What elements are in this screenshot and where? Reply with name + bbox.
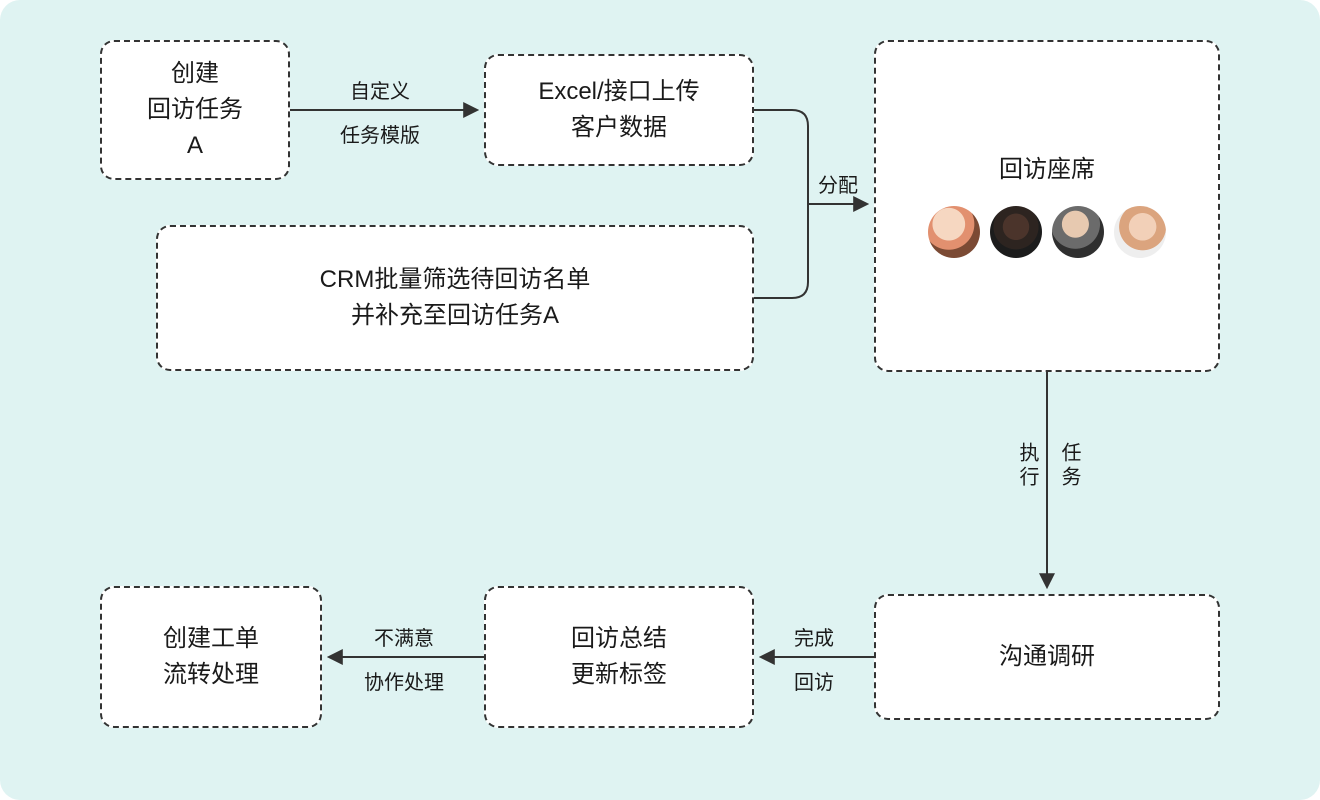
node-text: Excel/接口上传 [538, 74, 699, 110]
edge-label: 完成 [794, 625, 834, 653]
edge-label: 回访 [794, 669, 834, 697]
node-agents: 回访座席 [874, 40, 1220, 372]
edge-label: 自定义 [350, 78, 410, 106]
edge-label: 任务模版 [340, 122, 420, 150]
edge-label-right: 任务 [1055, 442, 1083, 490]
node-text: 创建 [171, 56, 219, 92]
node-survey: 沟通调研 [874, 594, 1220, 720]
edge-upload-merge [754, 110, 808, 204]
node-ticket: 创建工单 流转处理 [100, 586, 322, 728]
avatar-icon [928, 206, 980, 258]
avatar-icon [1052, 206, 1104, 258]
node-create-task: 创建 回访任务 A [100, 40, 290, 180]
node-text: 创建工单 [163, 621, 259, 657]
edge-label-left: 执行 [1013, 442, 1041, 490]
node-summary: 回访总结 更新标签 [484, 586, 754, 728]
avatar-icon [1114, 206, 1166, 258]
node-text: 更新标签 [571, 657, 667, 693]
agent-avatars [928, 206, 1166, 258]
node-crm-filter: CRM批量筛选待回访名单 并补充至回访任务A [156, 225, 754, 371]
edge-label-vertical: 执行 任务 [1013, 442, 1083, 490]
edge-label: 分配 [818, 172, 858, 200]
node-text: 沟通调研 [999, 639, 1095, 675]
node-text: A [187, 128, 203, 164]
node-text: 回访任务 [147, 92, 243, 128]
edge-label: 协作处理 [364, 669, 444, 697]
node-text: 流转处理 [163, 657, 259, 693]
edge-label: 不满意 [374, 625, 434, 653]
node-text: 并补充至回访任务A [351, 298, 559, 334]
node-text: 回访总结 [571, 621, 667, 657]
node-upload-data: Excel/接口上传 客户数据 [484, 54, 754, 166]
node-text: 客户数据 [571, 110, 667, 146]
node-text: CRM批量筛选待回访名单 [320, 262, 591, 298]
node-text: 回访座席 [999, 152, 1095, 188]
edge-crm-merge [754, 204, 808, 298]
avatar-icon [990, 206, 1042, 258]
flowchart-canvas: 创建 回访任务 A Excel/接口上传 客户数据 CRM批量筛选待回访名单 并… [0, 0, 1320, 800]
